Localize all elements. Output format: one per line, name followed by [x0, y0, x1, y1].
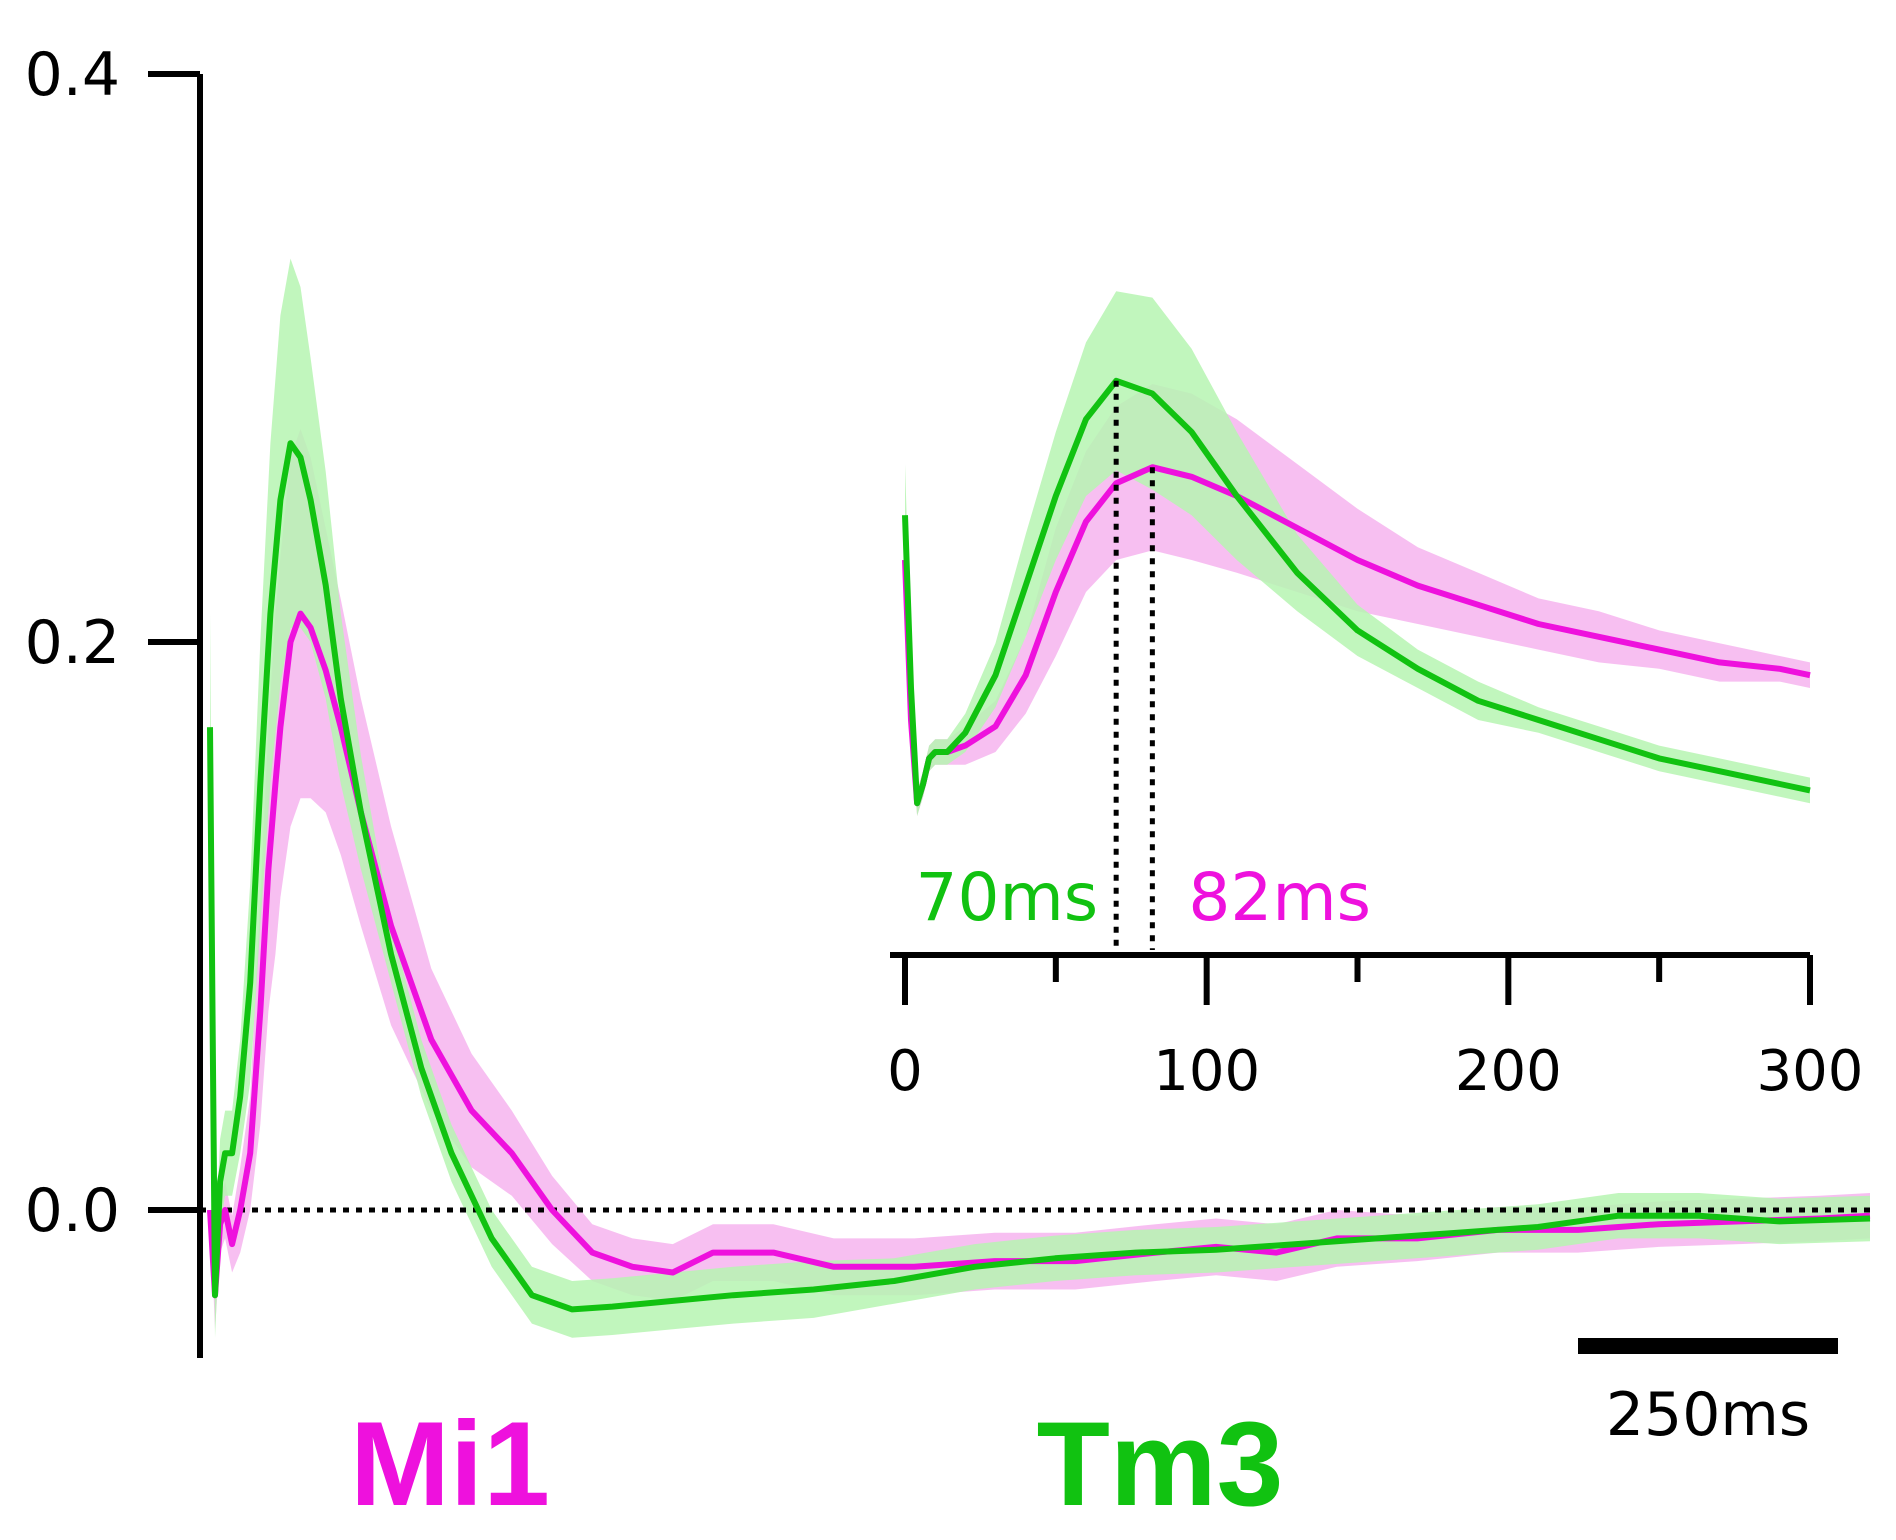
scale-bar-line	[1578, 1338, 1838, 1354]
y-tick-label: 0.2	[25, 608, 120, 678]
inset-x-tick-label: 200	[1455, 1039, 1562, 1104]
inset-x-ticks: 0 100 200 300	[887, 955, 1863, 1104]
scale-bar-label: 250ms	[1606, 1380, 1810, 1450]
inset-plot: 70ms 82ms 0 100 200 300	[887, 291, 1863, 1104]
legend: Mi1 Tm3	[350, 1397, 1283, 1531]
y-ticks: 0.0 0.2 0.4	[25, 40, 200, 1246]
legend-label-tm3: Tm3	[1037, 1397, 1284, 1531]
series-line-tm3	[207, 440, 1871, 1313]
main-error-bands	[210, 258, 1870, 1338]
y-tick-label: 0.0	[25, 1176, 120, 1246]
scale-bar: 250ms	[1578, 1338, 1838, 1450]
inset-series-lines	[902, 377, 1811, 807]
error-band-mi1	[210, 429, 1870, 1330]
legend-label-mi1: Mi1	[350, 1397, 550, 1531]
inset-peak-markers: 70ms 82ms	[915, 380, 1371, 950]
inset-error-band-tm3	[905, 291, 1810, 816]
peak-label-mi1: 82ms	[1188, 859, 1371, 936]
main-series-lines	[207, 440, 1871, 1313]
main-plot: 0.0 0.2 0.4	[25, 40, 1871, 1358]
inset-x-tick-label: 100	[1153, 1039, 1260, 1104]
inset-series-line-tm3	[902, 377, 1811, 807]
inset-error-bands	[905, 291, 1810, 816]
inset-x-tick-label: 300	[1757, 1039, 1864, 1104]
y-tick-label: 0.4	[25, 40, 120, 110]
inset-error-band-mi1	[905, 384, 1810, 816]
inset-x-tick-label: 0	[887, 1039, 923, 1104]
error-band-tm3	[210, 258, 1870, 1338]
peak-label-tm3: 70ms	[915, 859, 1098, 936]
